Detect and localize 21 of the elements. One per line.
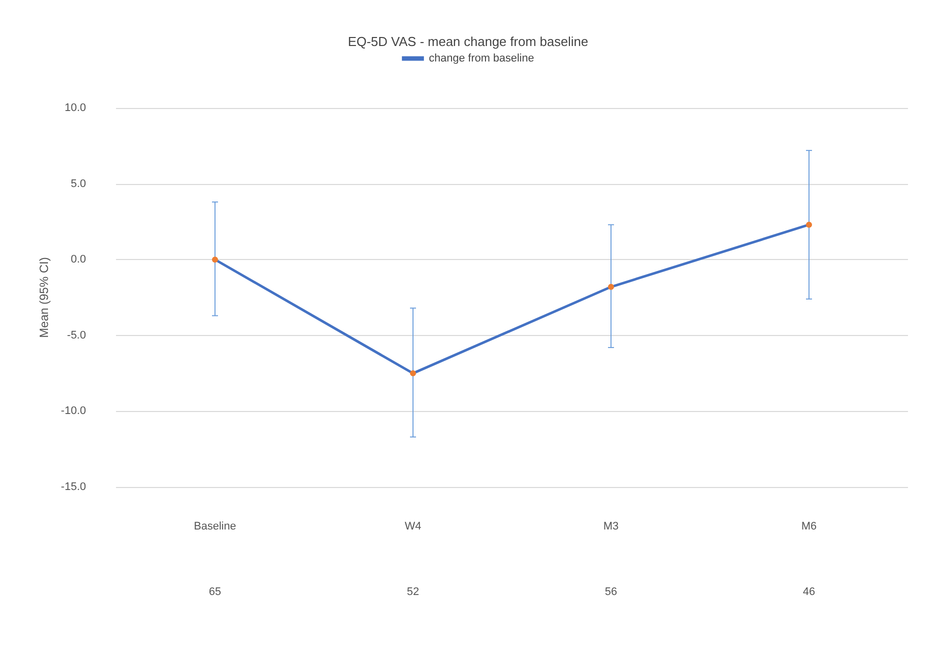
y-tick-label: -15.0 [60, 481, 86, 493]
y-tick-label: 5.0 [70, 178, 86, 190]
point [608, 284, 614, 290]
text: 46 [802, 586, 816, 598]
point [806, 222, 812, 228]
x-tick-label: Baseline [194, 520, 236, 532]
x-tick-label: M6 [801, 520, 817, 532]
y-tick-label: -5.0 [67, 329, 86, 342]
text: 56 [604, 586, 618, 598]
point [212, 256, 218, 263]
legend-label: change from baseline [428, 52, 534, 64]
x-tick-label: M3 [603, 520, 619, 532]
y-tick-label: 0.0 [70, 254, 86, 266]
chart-title: EQ-5D VAS - mean change from baseline [348, 34, 588, 49]
x-tick-label: W4 [404, 520, 422, 532]
y-tick-label: -10.0 [60, 405, 86, 418]
text: 65 [208, 586, 222, 598]
y-axis-title: Mean (95% CI) [37, 257, 52, 338]
point [410, 370, 416, 376]
y-tick-label: 10.0 [64, 102, 86, 114]
text: 52 [406, 586, 420, 598]
